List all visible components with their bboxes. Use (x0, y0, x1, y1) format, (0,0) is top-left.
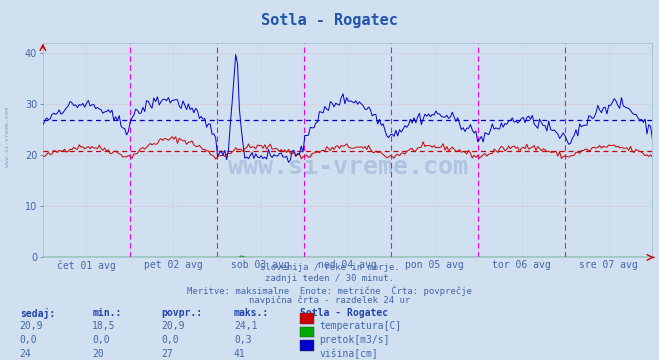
Text: 20,9: 20,9 (161, 321, 185, 332)
Text: temperatura[C]: temperatura[C] (320, 321, 402, 332)
Text: 0,3: 0,3 (234, 335, 252, 345)
Text: 24: 24 (20, 349, 32, 359)
Text: 18,5: 18,5 (92, 321, 116, 332)
Text: Slovenija / reke in morje.: Slovenija / reke in morje. (260, 263, 399, 272)
Text: Sotla - Rogatec: Sotla - Rogatec (261, 13, 398, 28)
Text: višina[cm]: višina[cm] (320, 349, 378, 359)
Text: navpična črta - razdelek 24 ur: navpična črta - razdelek 24 ur (249, 296, 410, 305)
Text: 27: 27 (161, 349, 173, 359)
Text: www.si-vreme.com: www.si-vreme.com (227, 156, 468, 179)
Text: maks.:: maks.: (234, 308, 269, 318)
Text: 24,1: 24,1 (234, 321, 258, 332)
Text: 0,0: 0,0 (20, 335, 38, 345)
Text: Meritve: maksimalne  Enote: metrične  Črta: povprečje: Meritve: maksimalne Enote: metrične Črta… (187, 286, 472, 296)
Text: 20,9: 20,9 (20, 321, 43, 332)
Text: 20: 20 (92, 349, 104, 359)
Text: pretok[m3/s]: pretok[m3/s] (320, 335, 390, 345)
Text: Sotla - Rogatec: Sotla - Rogatec (300, 308, 388, 318)
Text: 0,0: 0,0 (92, 335, 110, 345)
Text: sedaj:: sedaj: (20, 308, 55, 319)
Text: 41: 41 (234, 349, 246, 359)
Text: 0,0: 0,0 (161, 335, 179, 345)
Text: povpr.:: povpr.: (161, 308, 202, 318)
Text: www.si-vreme.com: www.si-vreme.com (5, 107, 11, 167)
Text: min.:: min.: (92, 308, 122, 318)
Text: zadnji teden / 30 minut.: zadnji teden / 30 minut. (265, 274, 394, 283)
